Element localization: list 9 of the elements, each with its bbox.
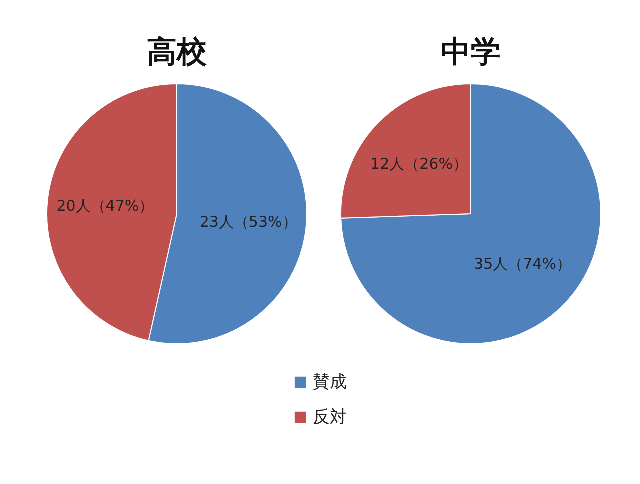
chart-title: 中学: [441, 35, 501, 70]
data-label: 20人（47%）: [56, 197, 154, 216]
legend-label: 賛成: [313, 372, 347, 392]
data-label: 23人（53%）: [200, 212, 298, 231]
pie-slice: [340, 84, 602, 344]
chart-title: 高校: [147, 35, 208, 70]
legend-label: 反対: [313, 408, 347, 428]
data-label: 35人（74%）: [474, 255, 572, 274]
data-label: 12人（26%）: [370, 154, 468, 173]
